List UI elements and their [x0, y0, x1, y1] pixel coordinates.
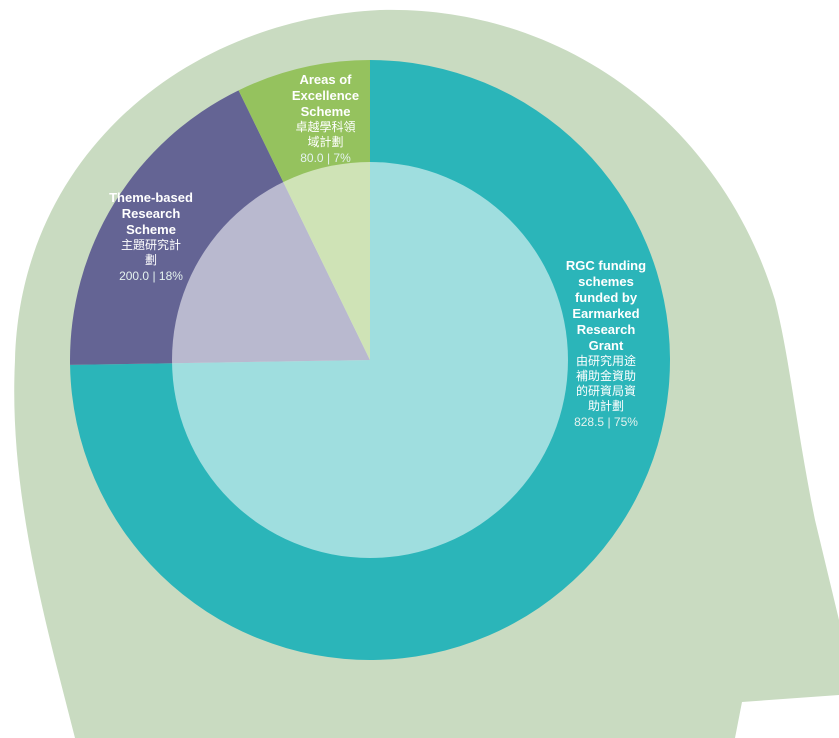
- inner-disc: [172, 162, 568, 558]
- slice-label: RGC funding schemes funded by Earmarked …: [560, 258, 652, 430]
- label-zh: 主題研究計劃: [120, 238, 182, 268]
- value-label: 80.0 | 7%: [278, 150, 373, 166]
- label-en: RGC funding schemes funded by Earmarked …: [560, 258, 652, 354]
- label-en: Theme-based Research Scheme: [105, 190, 197, 238]
- page: RGC funding schemes funded by Earmarked …: [0, 0, 839, 738]
- chart: [0, 0, 839, 738]
- label-zh: 由研究用途補助金資助的研資局資助計劃: [575, 354, 637, 414]
- label-en: Areas of Excellence Scheme: [278, 72, 373, 120]
- value-label: 828.5 | 75%: [560, 414, 652, 430]
- label-zh: 卓越學科領域計劃: [295, 120, 357, 150]
- value-label: 200.0 | 18%: [105, 268, 197, 284]
